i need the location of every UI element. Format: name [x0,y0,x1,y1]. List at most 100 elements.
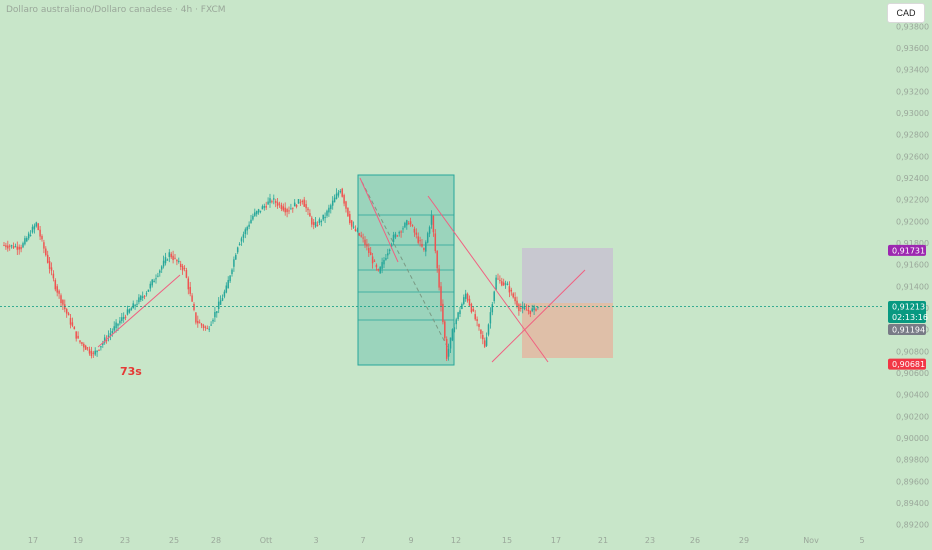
candle [415,232,418,235]
candle [404,222,406,228]
candle [75,331,77,339]
candle [487,324,490,335]
candle [290,208,292,210]
price-tick-label: 0,89800 [896,456,929,465]
candle [466,293,469,301]
candle [387,253,389,256]
candle [27,233,30,239]
candle [35,222,38,227]
candle [369,252,372,256]
candle [463,297,465,304]
candle [504,283,507,285]
time-tick-label: Ott [260,536,273,545]
candle [248,224,250,227]
price-axis: 0,93800 0,93600 0,93400 0,93200 0,93000 0,928… [896,22,929,529]
chart-title: Dollaro australiano/Dollaro canadese · 4… [6,5,226,15]
candle [130,308,133,311]
candle [162,260,165,267]
candle [8,245,11,247]
candle [373,260,376,262]
candle [417,236,419,243]
candle [83,343,85,348]
price-tick-label: 0,91600 [896,261,929,270]
candle [489,312,492,324]
price-tick-label: 0,93200 [896,87,929,96]
candle [506,283,509,285]
candle [231,269,233,274]
candle [195,312,197,323]
candle [223,291,226,297]
candle [330,205,332,210]
candle [409,221,412,225]
candle [352,226,355,228]
candle [333,197,336,203]
candle [261,206,264,210]
candle [368,248,370,253]
candle [470,303,473,313]
drawing-layer [357,174,613,366]
candle [529,310,532,314]
candle [263,206,266,208]
candle [383,260,385,265]
candle [121,317,123,321]
candle [90,350,93,356]
time-tick-label: Nov [803,536,819,545]
candle [282,206,285,211]
candle [371,256,374,264]
price-tick-label: 0,90000 [896,434,929,443]
candle [204,326,207,328]
candle [60,295,62,303]
candle [497,278,499,280]
candle [138,297,140,303]
candle [442,303,444,323]
candle [81,342,83,345]
candle [335,193,338,199]
candle [255,211,258,215]
candle [50,267,53,271]
candle [20,247,22,250]
candle [157,275,159,277]
candle [31,226,34,233]
candle [525,309,528,311]
candle [280,205,283,210]
candle [476,319,478,321]
candle [170,253,172,258]
candle [58,290,60,294]
candle [537,306,539,308]
time-tick-label: 28 [211,536,221,545]
candle [122,317,125,319]
candle [176,259,178,262]
currency-button[interactable]: CAD [887,3,925,23]
candle [136,303,138,305]
candle [533,305,535,311]
candle [407,223,410,225]
candle [113,326,115,331]
candle [316,224,319,226]
candle [164,257,167,264]
candle [278,203,281,205]
candle [168,252,171,257]
candle [379,266,381,274]
candle [493,291,495,302]
candle [174,257,176,259]
candle [474,314,476,320]
candle [523,307,526,309]
candle [219,300,222,305]
candle [98,349,100,351]
candle [347,207,349,217]
target-zone [522,248,613,303]
candle [406,220,408,226]
candle [102,342,104,345]
price-tick-label: 0,91800 [896,239,929,248]
candle [111,331,114,333]
time-tick-label: 3 [313,536,318,545]
candle [202,325,205,328]
candle [449,337,452,349]
price-tick-label: 0,91400 [896,282,929,291]
candle [244,229,247,235]
candle [430,214,433,225]
candle [518,304,520,312]
